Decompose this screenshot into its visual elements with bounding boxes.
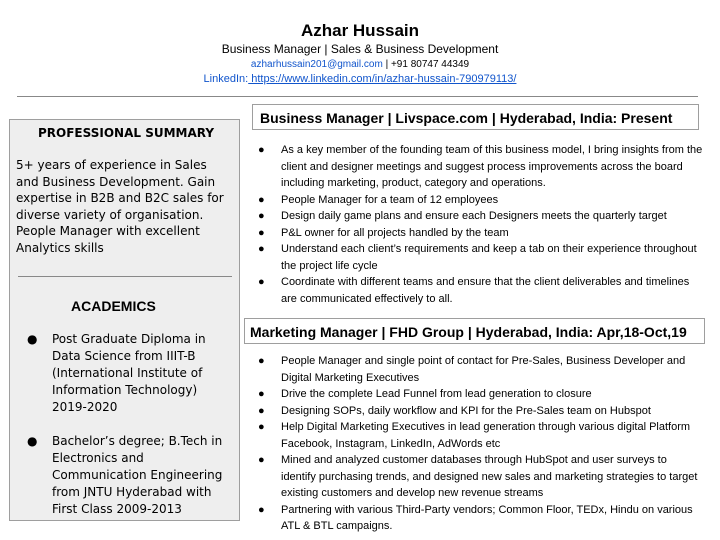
bullet-text: People Manager for a team of 12 employee… [281, 193, 499, 206]
bullet-icon: ● [258, 404, 265, 417]
list-item: ● Partnering with various Third-Party ven… [254, 502, 703, 535]
linkedin-link[interactable]: https://www.linkedin.com/in/azhar-hussai… [248, 73, 517, 85]
email-link[interactable]: azharhussain201@gmail.com [250, 59, 383, 70]
list-item: ● Design daily game plans and ensure each… [254, 208, 703, 225]
job-bullets-fhd-group: ● People Manager and single point of cont… [254, 353, 703, 535]
bullet-icon: ● [258, 503, 265, 516]
bullet-text: People Manager and single point of conta… [281, 355, 686, 384]
bullet-text: P&L owner for all projects handled by th… [281, 226, 509, 239]
academics-item: ● Bachelor’s degree; B.Tech in Electronic… [10, 433, 239, 518]
bullet-icon: ● [258, 454, 265, 466]
bullet-text: Designing SOPs, daily workflow and KPI f… [281, 404, 651, 417]
bullet-icon: ● [258, 421, 265, 433]
phone-number: | +91 80747 44349 [382, 59, 470, 70]
academics-item-text: Post Graduate Diploma in Data Science fr… [52, 332, 206, 414]
bullet-text: Drive the complete Lead Funnel from lead… [281, 388, 592, 400]
bullet-text: Mined and analyzed customer databases th… [281, 454, 698, 499]
bullet-icon: ● [258, 276, 265, 288]
header-divider [17, 96, 698, 97]
bullet-text: Understand each client’s requirements an… [281, 243, 697, 272]
academics-item-text: Bachelor’s degree; B.Tech in Electronics… [52, 434, 223, 516]
list-item: ● Drive the complete Lead Funnel from lea… [254, 386, 703, 403]
bullet-text: As a key member of the founding team of … [281, 144, 703, 189]
job-title-fhd-group: Marketing Manager | FHD Group | Hyderaba… [244, 318, 705, 344]
candidate-name: Azhar Hussain [300, 21, 420, 40]
list-item: ● Mined and analyzed customer databases t… [254, 452, 703, 502]
sidebar-divider [18, 276, 232, 277]
academics-item: ● Post Graduate Diploma in Data Science f… [10, 331, 239, 416]
list-item: ● People Manager and single point of cont… [254, 353, 703, 386]
list-item: ● As a key member of the founding team of… [254, 142, 703, 192]
job-title-livspace: Business Manager | Livspace.com | Hydera… [252, 104, 699, 130]
bullet-icon: ● [258, 144, 265, 156]
linkedin-line: LinkedIn: https://www.linkedin.com/in/az… [0, 73, 720, 85]
bullet-text: Coordinate with different teams and ensu… [281, 276, 690, 305]
bullet-icon: ● [258, 210, 265, 222]
sidebar-panel: PROFESSIONAL SUMMARY 5+ years of experie… [9, 119, 240, 521]
contact-line: azharhussain201@gmail.com | +91 80747 44… [0, 59, 720, 70]
bullet-icon: ● [258, 243, 265, 255]
bullet-icon: ● [27, 332, 38, 346]
summary-heading: PROFESSIONAL SUMMARY [38, 126, 215, 140]
job-bullets-livspace: ● As a key member of the founding team of… [254, 142, 703, 307]
linkedin-label: LinkedIn: [203, 73, 249, 85]
list-item: ● P&L owner for all projects handled by t… [254, 225, 703, 242]
bullet-icon: ● [258, 355, 265, 367]
academics-heading: ACADEMICS [71, 298, 156, 314]
summary-text: 5+ years of experience in Sales and Busi… [16, 158, 224, 255]
bullet-text: Help Digital Marketing Executives in lea… [281, 421, 691, 450]
list-item: ● Understand each client’s requirements a… [254, 241, 703, 274]
list-item: ● Coordinate with different teams and ens… [254, 274, 703, 307]
list-item: ● Designing SOPs, daily workflow and KPI … [254, 403, 703, 420]
list-item: ● People Manager for a team of 12 employe… [254, 192, 703, 209]
bullet-icon: ● [27, 434, 38, 448]
bullet-text: Design daily game plans and ensure each … [281, 210, 667, 222]
bullet-icon: ● [258, 193, 265, 206]
list-item: ● Help Digital Marketing Executives in le… [254, 419, 703, 452]
academics-list: ● Post Graduate Diploma in Data Science f… [10, 331, 239, 535]
bullet-icon: ● [258, 226, 265, 239]
bullet-icon: ● [258, 388, 265, 400]
candidate-subtitle: Business Manager | Sales & Business Deve… [221, 42, 499, 56]
bullet-text: Partnering with various Third-Party vend… [281, 503, 693, 533]
